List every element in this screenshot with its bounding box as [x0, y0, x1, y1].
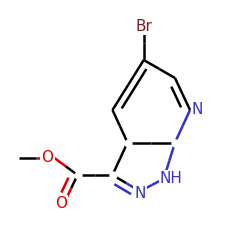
Text: Br: Br — [135, 19, 152, 34]
Text: O: O — [55, 196, 67, 211]
Text: N: N — [134, 186, 146, 201]
Text: NH: NH — [160, 171, 183, 186]
Text: N: N — [192, 102, 203, 118]
Text: O: O — [42, 150, 54, 165]
